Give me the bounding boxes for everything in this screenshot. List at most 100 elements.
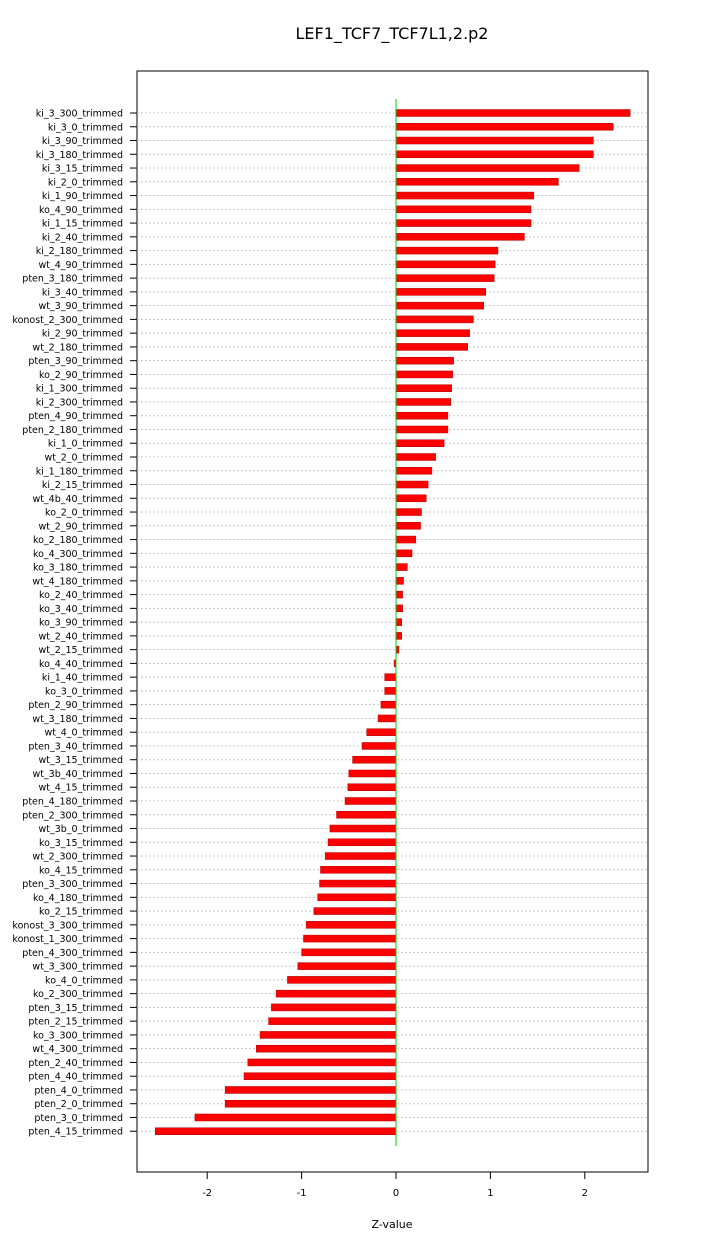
bar-ko_3_15_trimmed (327, 838, 397, 847)
bar-pten_3_300_trimmed (319, 879, 397, 888)
category-label: ki_1_40_trimmed (42, 673, 123, 684)
category-label: wt_3b_40_trimmed (32, 769, 123, 780)
bar-wt_3_300_trimmed (297, 962, 397, 970)
bar-wt_2_90_trimmed (395, 522, 421, 530)
category-label: ko_2_90_trimmed (39, 370, 123, 381)
category-label: wt_3_90_trimmed (38, 301, 123, 312)
bar-ki_2_0_trimmed (395, 178, 559, 186)
category-label: ko_2_0_trimmed (45, 508, 123, 519)
bar-wt_3b_40_trimmed (348, 769, 397, 778)
bar-wt_2_0_trimmed (395, 453, 436, 461)
bar-pten_3_15_trimmed (271, 1003, 397, 1012)
category-label: pten_4_15_trimmed (28, 1127, 123, 1138)
category-label: konost_2_300_trimmed (12, 315, 123, 326)
bar-ki_1_0_trimmed (395, 439, 445, 447)
category-label: ko_3_90_trimmed (39, 618, 123, 629)
category-label: wt_4_15_trimmed (38, 783, 123, 794)
bar-ko_2_180_trimmed (395, 535, 417, 544)
bar-ki_1_180_trimmed (395, 467, 433, 475)
category-label: ko_3_0_trimmed (45, 686, 123, 697)
bar-pten_2_300_trimmed (336, 811, 397, 819)
bar-konost_3_300_trimmed (306, 921, 397, 929)
bar-pten_2_40_trimmed (247, 1058, 397, 1067)
bar-ko_3_90_trimmed (395, 618, 402, 626)
bar-ko_4_300_trimmed (395, 549, 413, 558)
bar-ki_2_180_trimmed (395, 246, 499, 255)
category-label: ki_1_300_trimmed (36, 384, 123, 395)
x-tick-label: 1 (487, 1188, 493, 1199)
bar-konost_1_300_trimmed (303, 934, 397, 943)
category-label: ko_3_180_trimmed (33, 563, 123, 574)
category-label: ki_1_90_trimmed (42, 191, 123, 202)
x-tick-label: 0 (393, 1188, 399, 1199)
bar-ki_2_40_trimmed (395, 233, 525, 241)
category-label: pten_4_90_trimmed (28, 411, 123, 422)
category-label: pten_2_15_trimmed (28, 1017, 123, 1028)
bar-wt_4b_40_trimmed (395, 494, 427, 503)
category-label: pten_3_180_trimmed (22, 274, 123, 285)
bar-pten_4_0_trimmed (224, 1086, 397, 1094)
category-label: pten_4_0_trimmed (34, 1085, 123, 1096)
category-label: ki_3_300_trimmed (36, 109, 123, 120)
category-label: pten_3_0_trimmed (34, 1113, 123, 1124)
x-tick-label: -2 (202, 1188, 212, 1199)
category-label: wt_3_180_trimmed (32, 714, 123, 725)
bar-ki_3_180_trimmed (395, 150, 594, 159)
category-label: wt_3_300_trimmed (32, 962, 123, 973)
category-label: wt_2_300_trimmed (32, 852, 123, 863)
bar-ki_3_0_trimmed (395, 123, 614, 131)
bar-pten_3_0_trimmed (194, 1113, 397, 1122)
bar-wt_3_90_trimmed (395, 301, 485, 310)
bar-pten_4_300_trimmed (301, 948, 397, 957)
bar-wt_4_90_trimmed (395, 260, 496, 269)
bar-ko_3_40_trimmed (395, 604, 403, 613)
bar-pten_3_40_trimmed (361, 742, 397, 750)
bar-ki_1_300_trimmed (395, 384, 452, 392)
category-label: ki_2_300_trimmed (36, 397, 123, 408)
category-label: pten_4_300_trimmed (22, 948, 123, 959)
category-label: ki_2_180_trimmed (36, 246, 123, 257)
chart-title: LEF1_TCF7_TCF7L1,2.p2 (296, 24, 489, 44)
bar-pten_3_180_trimmed (395, 274, 495, 282)
plot-frame (136, 70, 649, 1173)
bars (155, 109, 631, 1135)
bar-ki_1_40_trimmed (384, 673, 397, 681)
bar-pten_2_180_trimmed (395, 425, 449, 434)
x-tick-label: 2 (582, 1188, 588, 1199)
bar-ko_2_0_trimmed (395, 508, 422, 516)
bar-pten_4_180_trimmed (344, 797, 397, 805)
bar-ki_3_15_trimmed (395, 164, 580, 172)
category-label: ko_4_0_trimmed (45, 975, 123, 986)
category-label: ko_2_40_trimmed (39, 590, 123, 601)
category-label: pten_2_40_trimmed (28, 1058, 123, 1069)
bar-ko_3_0_trimmed (384, 687, 397, 695)
category-label: wt_4_300_trimmed (32, 1044, 123, 1055)
bar-pten_2_15_trimmed (268, 1017, 397, 1025)
category-label: pten_2_300_trimmed (22, 810, 123, 821)
bar-pten_3_90_trimmed (395, 356, 454, 365)
x-axis-ticks: -2 -1 0 1 2 (202, 1172, 588, 1199)
category-label: ki_2_15_trimmed (42, 480, 123, 491)
category-label: wt_2_40_trimmed (38, 631, 123, 642)
category-labels: ki_3_300_trimmed ki_3_0_trimmed ki_3_90_tr… (12, 109, 137, 1138)
bar-ko_4_180_trimmed (317, 893, 397, 902)
bar-ko_2_90_trimmed (395, 370, 453, 379)
bar-pten_4_15_trimmed (155, 1127, 397, 1135)
bar-wt_2_180_trimmed (395, 343, 468, 351)
category-label: ko_2_15_trimmed (39, 907, 123, 918)
category-label: pten_3_15_trimmed (28, 1003, 123, 1014)
category-label: ki_1_180_trimmed (36, 466, 123, 477)
category-label: wt_4_90_trimmed (38, 260, 123, 271)
category-label: wt_2_90_trimmed (38, 521, 123, 532)
category-label: ko_4_90_trimmed (39, 205, 123, 216)
category-label: ko_4_180_trimmed (33, 893, 123, 904)
category-label: pten_3_40_trimmed (28, 741, 123, 752)
bar-wt_3b_0_trimmed (329, 824, 397, 833)
category-label: ko_3_40_trimmed (39, 604, 123, 615)
category-label: ki_2_90_trimmed (42, 329, 123, 340)
bar-ko_3_180_trimmed (395, 563, 408, 571)
bar-ki_1_15_trimmed (395, 219, 532, 227)
bar-ki_1_90_trimmed (395, 191, 535, 200)
category-label: ko_4_40_trimmed (39, 659, 123, 670)
category-label: wt_2_0_trimmed (45, 453, 124, 464)
